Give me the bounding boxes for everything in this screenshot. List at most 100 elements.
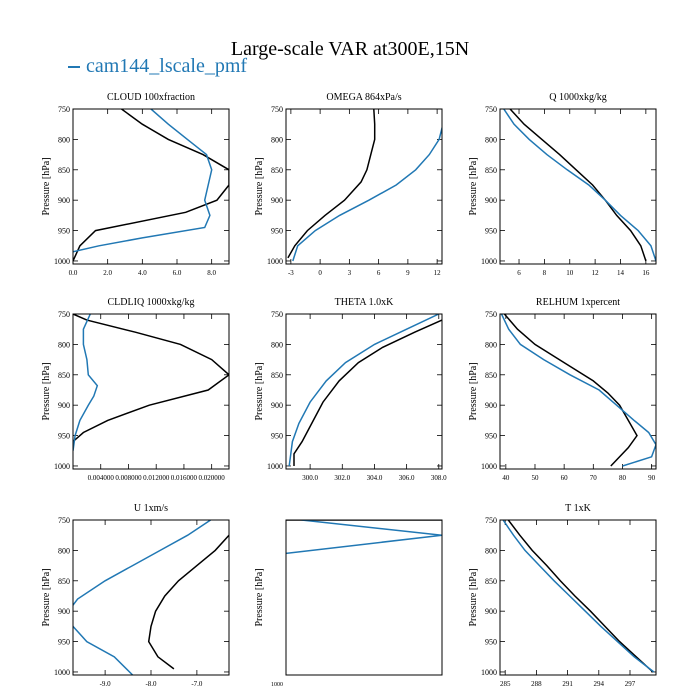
panel-title: CLDLIQ 1000xkg/kg	[108, 297, 195, 308]
y-tick-label: 850	[58, 166, 70, 175]
y-tick-label: 950	[58, 638, 70, 647]
chart-panel: THETA 1.0xK Pressure [hPa] 750 800 850 900 950…	[254, 297, 447, 482]
x-tick-label: 304.0	[367, 474, 383, 482]
y-axis-label: Pressure [hPa]	[468, 362, 479, 420]
plot-frame	[72, 519, 230, 676]
x-tick-label: 6.0	[173, 269, 182, 277]
x-tick-label: 40	[502, 474, 510, 482]
y-tick-label: 950	[58, 432, 70, 441]
x-tick-label: 306.0	[399, 474, 415, 482]
legend: cam144_lscale_pmf	[68, 55, 247, 78]
y-tick-label: 800	[485, 135, 497, 144]
plot-frame	[499, 108, 657, 265]
x-tick-label: 3	[348, 269, 352, 277]
y-tick-label: 950	[485, 432, 497, 441]
series-line	[73, 314, 229, 443]
x-tick-label: 285	[500, 680, 511, 688]
y-tick-label: 750	[58, 105, 70, 114]
y-tick-label: 800	[271, 135, 283, 144]
panel-title: Q 1000xkg/kg	[549, 92, 607, 103]
series-line	[286, 520, 442, 555]
y-tick-label: 950	[485, 227, 497, 236]
x-tick-label: 9	[406, 269, 410, 277]
y-tick-label: 900	[271, 196, 283, 205]
y-axis-label: Pressure [hPa]	[254, 362, 265, 420]
y-tick-label: 900	[271, 401, 283, 410]
series-line	[502, 520, 655, 673]
y-tick-label: 1000	[54, 668, 70, 677]
plot-frame	[285, 519, 443, 676]
x-tick-label: 80	[619, 474, 627, 482]
series-line	[288, 314, 440, 467]
x-tick-label: 297	[625, 680, 636, 688]
y-axis-label: Pressure [hPa]	[254, 157, 265, 215]
y-tick-label: 750	[271, 310, 283, 319]
x-tick-label: 300.0	[302, 474, 318, 482]
x-tick-label: -8.0	[145, 680, 157, 688]
y-tick-label: 900	[485, 196, 497, 205]
plot-frame	[72, 313, 230, 470]
y-tick-label: 750	[58, 516, 70, 525]
y-tick-label: 1000	[271, 682, 283, 688]
x-tick-label: 308.0	[431, 474, 447, 482]
series-line	[73, 314, 99, 451]
x-tick-label: 14	[617, 269, 625, 277]
y-tick-label: 900	[58, 196, 70, 205]
chart-panel: RELHUM 1xpercent Pressure [hPa] 750 800 850 9…	[468, 297, 657, 482]
series-line	[73, 520, 212, 675]
series-line	[503, 314, 638, 467]
x-tick-label: 0	[318, 269, 322, 277]
x-tick-label: 0.004000	[88, 474, 115, 482]
y-tick-label: 1000	[267, 462, 283, 471]
x-tick-label: 60	[561, 474, 569, 482]
y-tick-label: 1000	[481, 668, 497, 677]
y-tick-label: 850	[58, 371, 70, 380]
y-tick-label: 950	[271, 432, 283, 441]
figure-title: Large-scale VAR at300E,15N	[230, 38, 470, 60]
x-tick-label: -7.0	[191, 680, 203, 688]
y-tick-label: 750	[485, 105, 497, 114]
x-tick-label: 90	[648, 474, 656, 482]
x-tick-label: 288	[531, 680, 542, 688]
x-tick-label: 0.016000	[171, 474, 198, 482]
y-tick-label: 1000	[54, 462, 70, 471]
y-tick-label: 950	[271, 227, 283, 236]
series-line	[292, 125, 442, 262]
legend-label: cam144_lscale_pmf	[86, 55, 248, 77]
panel-title: RELHUM 1xpercent	[536, 297, 620, 308]
y-tick-label: 750	[485, 310, 497, 319]
chart-panel: OMEGA 864xPa/s Pressure [hPa] 750 800 850 900…	[254, 92, 443, 277]
y-tick-label: 850	[485, 166, 497, 175]
y-tick-label: 750	[58, 310, 70, 319]
y-axis-label: Pressure [hPa]	[468, 568, 479, 626]
y-tick-label: 850	[58, 577, 70, 586]
y-tick-label: 800	[58, 135, 70, 144]
y-tick-label: 850	[485, 371, 497, 380]
x-tick-label: 8.0	[207, 269, 216, 277]
y-tick-label: 950	[485, 638, 497, 647]
legend-swatch	[68, 66, 80, 69]
series-line	[73, 109, 229, 262]
y-tick-label: 900	[485, 401, 497, 410]
series-line	[73, 109, 213, 253]
chart-panel: U 1xm/s Pressure [hPa] 750 800 850 900 950 1000…	[41, 503, 230, 688]
x-tick-label: 0.0	[69, 269, 78, 277]
y-tick-label: 850	[485, 577, 497, 586]
panel-title: OMEGA 864xPa/s	[326, 92, 401, 103]
series-line	[503, 109, 656, 262]
y-tick-label: 750	[271, 105, 283, 114]
chart-panel: CLOUD 100xfraction Pressure [hPa] 750 800 85…	[41, 92, 230, 277]
y-axis-label: Pressure [hPa]	[254, 568, 265, 626]
x-tick-label: 6	[517, 269, 521, 277]
x-tick-label: 6	[377, 269, 381, 277]
y-tick-label: 850	[271, 371, 283, 380]
plot-frame	[72, 108, 230, 265]
y-axis-label: Pressure [hPa]	[41, 568, 52, 626]
x-tick-label: 16	[642, 269, 650, 277]
x-tick-label: 291	[562, 680, 573, 688]
series-line	[293, 319, 442, 466]
x-tick-label: 294	[594, 680, 605, 688]
